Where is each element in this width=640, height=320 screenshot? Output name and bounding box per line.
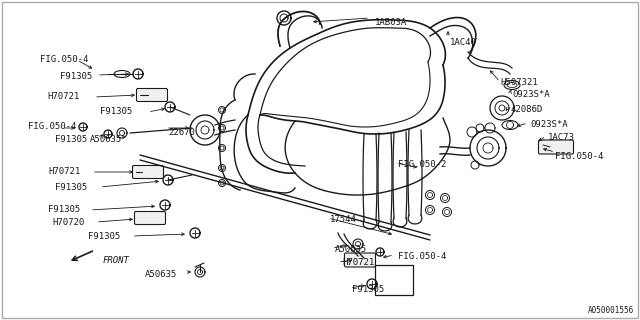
Text: FIG.050-4: FIG.050-4 [398,252,446,261]
Text: 0923S*A: 0923S*A [512,90,550,99]
Text: FIG.050-4: FIG.050-4 [40,55,88,64]
Text: A50635: A50635 [335,245,367,254]
Text: F91305: F91305 [60,72,92,81]
Text: FIG.050-2: FIG.050-2 [398,160,446,169]
Text: 0923S*A: 0923S*A [530,120,568,129]
Text: 1AC40: 1AC40 [450,38,477,47]
FancyBboxPatch shape [344,253,376,267]
Text: 17544: 17544 [330,215,357,224]
Text: H70721: H70721 [342,258,374,267]
Text: 22670: 22670 [168,128,195,137]
Bar [375,265,413,295]
Text: 42086D: 42086D [510,105,542,114]
Text: A50635: A50635 [90,135,122,144]
Text: F91305: F91305 [48,205,80,214]
Text: H507321: H507321 [500,78,538,87]
Text: F91305: F91305 [55,135,87,144]
FancyBboxPatch shape [538,140,573,154]
Text: H70720: H70720 [52,218,84,227]
Text: FIG.050-4: FIG.050-4 [28,122,76,131]
Text: H70721: H70721 [47,92,79,101]
Text: A50635: A50635 [145,270,177,279]
Text: 1AC73: 1AC73 [548,133,575,142]
Text: A050001556: A050001556 [588,306,634,315]
Text: F91305: F91305 [100,107,132,116]
Text: F91305: F91305 [352,285,384,294]
FancyBboxPatch shape [134,212,166,225]
FancyBboxPatch shape [136,89,168,101]
Text: H70721: H70721 [48,167,80,176]
FancyBboxPatch shape [132,165,163,179]
Text: F91305: F91305 [55,183,87,192]
Text: FIG.050-4: FIG.050-4 [555,152,604,161]
Text: 1AB03A: 1AB03A [375,18,407,27]
Text: F91305: F91305 [88,232,120,241]
Text: FRONT: FRONT [103,256,130,265]
